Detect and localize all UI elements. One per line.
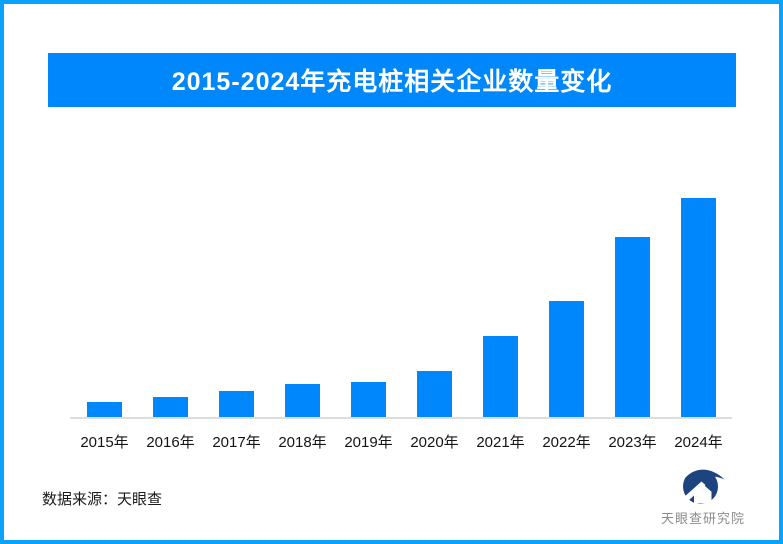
x-axis-label: 2020年 [410,434,459,451]
chart-title-banner: 2015-2024年充电桩相关企业数量变化 [48,53,736,107]
tianyancha-logo-icon [681,466,725,504]
bar-2021年 [483,336,518,417]
x-axis-label: 2017年 [212,434,261,451]
x-axis-label: 2019年 [344,434,393,451]
bar-2023年 [615,237,650,417]
bar-2018年 [285,384,320,417]
x-axis-label: 2024年 [674,434,723,451]
logo-label: 天眼查研究院 [660,511,745,526]
x-axis-line [70,417,732,419]
x-axis-labels: 2015年 2016年 2017年 2018年 2019年 2020年 2021年 2022年… [70,431,732,451]
x-axis-label: 2018年 [278,434,327,451]
bar-2024年 [681,198,716,417]
x-axis-label: 2022年 [542,434,591,451]
bar-chart [70,198,732,417]
data-source-label: 数据来源：天眼查 [42,491,163,508]
bar-2020年 [417,371,452,417]
x-axis-label: 2021年 [476,434,525,451]
tianyancha-research-logo: 天眼查研究院 [654,466,752,532]
bar-2022年 [549,301,584,417]
x-axis-label: 2016年 [146,434,195,451]
bar-2016年 [153,397,188,417]
bar-2017年 [219,391,254,417]
bar-2015年 [87,402,122,417]
x-axis-label: 2023年 [608,434,657,451]
chart-title: 2015-2024年充电桩相关企业数量变化 [171,68,613,96]
bar-2019年 [351,382,386,417]
x-axis-label: 2015年 [80,434,129,451]
